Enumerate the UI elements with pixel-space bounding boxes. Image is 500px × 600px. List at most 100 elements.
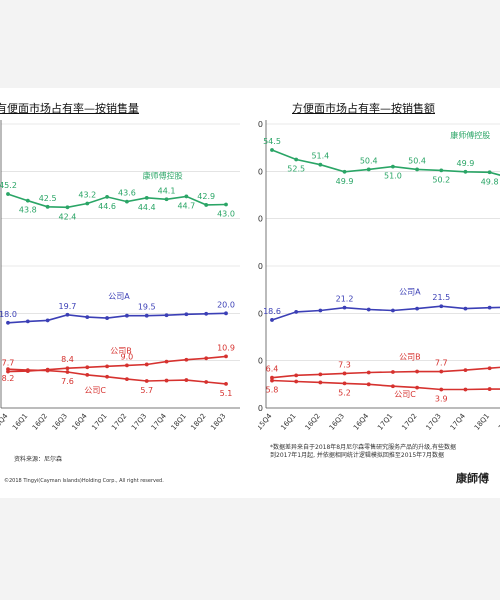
data-point (439, 369, 444, 374)
data-point (463, 169, 468, 174)
copyright-note: ©2018 Tingyi(Cayman Islands)Holding Corp… (4, 478, 164, 484)
data-label: 7.7 (2, 359, 15, 368)
data-point (318, 380, 323, 385)
data-point (25, 319, 30, 324)
x-tick-label: 16Q4 (352, 412, 371, 432)
series-name-label: 公司C (394, 390, 416, 399)
series-name-label: 康师傅控股 (450, 130, 490, 140)
data-label: 52.5 (287, 165, 305, 174)
data-point (439, 387, 444, 392)
data-point (391, 384, 395, 389)
source-note: 资料来源：尼尔森 (14, 456, 63, 463)
y-tick-label: 60 (258, 120, 263, 129)
series-name-label: 公司B (399, 353, 421, 362)
data-label: 51.0 (384, 172, 402, 181)
data-point (487, 387, 492, 391)
data-point (439, 304, 444, 309)
data-point (144, 379, 149, 383)
data-label: 8.4 (61, 355, 74, 364)
data-label: 20.0 (217, 300, 235, 309)
data-label: 5.1 (220, 389, 233, 398)
data-point (318, 308, 323, 313)
data-point (204, 356, 209, 361)
x-tick-label: 16Q1 (11, 412, 29, 432)
data-label: 7.6 (61, 377, 74, 386)
data-point (144, 362, 149, 367)
data-label: 43.2 (78, 191, 96, 200)
data-point (184, 312, 189, 317)
y-tick-label: 40 (258, 215, 263, 224)
data-label: 19.7 (59, 302, 77, 311)
x-tick-label: 17Q1 (376, 412, 394, 432)
data-point (85, 201, 90, 206)
data-point (164, 313, 169, 318)
data-label: 44.4 (138, 203, 156, 212)
x-tick-label: 17Q2 (110, 412, 128, 432)
data-label: 43.6 (118, 189, 136, 198)
series-line (271, 305, 500, 321)
data-point (65, 366, 70, 371)
data-label: 49.9 (336, 177, 354, 186)
data-point (85, 365, 90, 370)
data-label: 42.5 (39, 194, 57, 203)
series-name-label: 公司B (110, 347, 132, 356)
brand-logo-text: 康師傅 (456, 472, 489, 485)
data-point (204, 203, 209, 207)
data-label: 5.2 (338, 388, 351, 397)
data-point (463, 387, 468, 392)
data-label: 50.2 (432, 175, 450, 184)
data-point (318, 162, 323, 167)
series-line (7, 368, 227, 385)
data-label: 8.2 (2, 374, 15, 383)
x-tick-label: 17Q3 (130, 412, 148, 432)
x-tick-label: 16Q4 (71, 412, 90, 432)
data-point (144, 313, 149, 318)
data-point (65, 370, 70, 374)
data-label: 21.5 (432, 293, 450, 302)
panel-value-share: 方便面市场占有率—按销售额 0102030405060%15Q416Q116Q2… (258, 88, 500, 498)
data-point (487, 170, 492, 175)
data-label: 5.8 (266, 386, 279, 395)
data-point (415, 369, 419, 374)
data-label: 5.7 (140, 386, 153, 395)
x-tick-label: 18Q1 (170, 412, 188, 432)
series-line (7, 312, 227, 324)
data-label: 43.0 (217, 209, 235, 218)
data-point (294, 310, 299, 314)
data-point (366, 382, 371, 387)
x-tick-label: 15Q4 (0, 412, 10, 432)
data-point (184, 357, 189, 362)
data-point (224, 202, 228, 207)
data-label: 51.4 (311, 152, 329, 161)
data-point (391, 164, 395, 169)
x-tick-label: 17Q2 (400, 412, 418, 432)
data-label: 7.7 (435, 359, 448, 368)
data-point (342, 381, 347, 386)
data-label: 44.1 (158, 186, 176, 195)
panel-volume-share: 有便面市场占有率—按销售量 %15Q416Q116Q216Q316Q417Q11… (0, 88, 240, 498)
data-point (487, 366, 492, 371)
series-line (271, 149, 500, 176)
y-tick-label: 0 (258, 404, 263, 413)
data-point (294, 373, 299, 378)
data-label: 43.8 (19, 206, 37, 215)
data-point (487, 305, 492, 310)
x-tick-label: 16Q2 (31, 412, 49, 432)
data-point (415, 306, 419, 311)
data-label: 50.4 (360, 156, 378, 165)
x-tick-label: 18Q3 (209, 412, 227, 432)
data-point (105, 364, 109, 369)
y-tick-label: 30 (258, 262, 263, 271)
data-point (184, 378, 189, 382)
data-point (463, 306, 468, 311)
data-point (342, 371, 347, 376)
data-label: 49.9 (457, 159, 475, 168)
x-tick-label: 17Q3 (425, 412, 443, 432)
data-point (6, 192, 10, 196)
data-point (204, 311, 209, 316)
data-point (366, 307, 371, 312)
x-tick-label: 15Q4 (258, 412, 274, 432)
data-point (366, 167, 371, 172)
x-tick-label: 16Q1 (279, 412, 297, 432)
data-label: 18.6 (263, 307, 281, 316)
